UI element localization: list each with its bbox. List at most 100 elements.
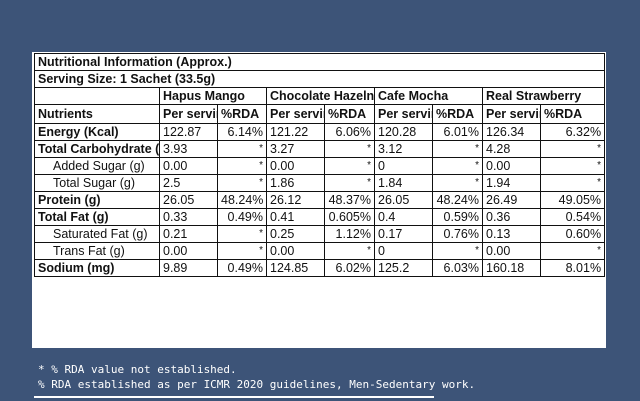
rda-value: 6.32%: [539, 123, 606, 141]
rda-value: 48.37%: [324, 191, 375, 209]
per-serving-header: Per serving (33.5g): [482, 104, 541, 124]
footnotes: * % RDA value not established. % RDA est…: [38, 362, 475, 392]
rda-value: *: [217, 225, 267, 243]
per-serving-value: 0.17: [374, 225, 433, 243]
per-serving-value: 0.00: [159, 157, 218, 175]
per-serving-value: 125.2: [374, 259, 433, 277]
product-header-chocolate-hazelnut: Chocolate Hazelnut: [266, 87, 375, 105]
per-serving-value: 0.00: [266, 242, 325, 260]
nutrient-name: Saturated Fat (g): [34, 225, 160, 243]
rda-value: *: [217, 174, 267, 192]
footnote-underline: [34, 396, 434, 398]
rda-value: *: [539, 157, 606, 175]
product-header-cafe-mocha: Cafe Mocha: [374, 87, 483, 105]
rda-header: %RDA: [539, 104, 606, 124]
table-row: Total Carbohydrate (g) 3.93 * 3.27 * 3.12 * 4.2…: [34, 140, 606, 158]
nutrient-name: Total Fat (g): [34, 208, 160, 226]
per-serving-value: 0.00: [482, 157, 541, 175]
blank-header-cell: [34, 87, 160, 105]
nutrient-name: Added Sugar (g): [34, 157, 160, 175]
per-serving-value: 0.25: [266, 225, 325, 243]
per-serving-value: 0.21: [159, 225, 218, 243]
table-row: Energy (Kcal) 122.87 6.14% 121.22 6.06% 120.2…: [34, 123, 606, 141]
rda-value: 48.24%: [432, 191, 483, 209]
rda-value: 48.24%: [217, 191, 267, 209]
per-serving-value: 1.94: [482, 174, 541, 192]
nutrient-name: Trans Fat (g): [34, 242, 160, 260]
per-serving-value: 3.27: [266, 140, 325, 158]
per-serving-value: 26.49: [482, 191, 541, 209]
per-serving-value: 9.89: [159, 259, 218, 277]
rda-value: *: [217, 140, 267, 158]
rda-value: 0.76%: [432, 225, 483, 243]
table-row: Trans Fat (g) 0.00 * 0.00 * 0 * 0.00 *: [34, 242, 606, 260]
per-serving-value: 122.87: [159, 123, 218, 141]
rda-value: 6.03%: [432, 259, 483, 277]
product-header-hapus-mango: Hapus Mango: [159, 87, 267, 105]
rda-value: 0.54%: [539, 208, 606, 226]
rda-value: 0.605%: [324, 208, 375, 226]
rda-value: *: [217, 157, 267, 175]
per-serving-value: 124.85: [266, 259, 325, 277]
nutrient-name: Sodium (mg): [34, 259, 160, 277]
per-serving-header: Per serving (33.5g): [374, 104, 433, 124]
per-serving-value: 4.28: [482, 140, 541, 158]
per-serving-value: 121.22: [266, 123, 325, 141]
rda-value: *: [432, 242, 483, 260]
rda-value: 0.49%: [217, 208, 267, 226]
serving-size: Serving Size: 1 Sachet (33.5g): [33, 70, 606, 88]
per-serving-value: 0.13: [482, 225, 541, 243]
per-serving-value: 26.05: [374, 191, 433, 209]
table-row: Total Fat (g) 0.33 0.49% 0.41 0.605% 0.4 0.59%…: [34, 208, 606, 226]
per-serving-value: 1.84: [374, 174, 433, 192]
per-serving-value: 2.5: [159, 174, 218, 192]
per-serving-value: 120.28: [374, 123, 433, 141]
per-serving-value: 0.41: [266, 208, 325, 226]
product-header-real-strawberry: Real Strawberry: [481, 87, 606, 105]
rda-value: *: [432, 174, 483, 192]
rda-value: 6.02%: [324, 259, 375, 277]
per-serving-header: Per serving (33.5g): [266, 104, 325, 124]
per-serving-value: 3.12: [374, 140, 433, 158]
title-row: Nutritional Information (Approx.): [33, 53, 606, 71]
rda-value: 6.06%: [324, 123, 375, 141]
rda-value: 0.60%: [539, 225, 606, 243]
rda-value: 8.01%: [539, 259, 606, 277]
rda-value: *: [539, 140, 606, 158]
rda-value: *: [432, 157, 483, 175]
rda-value: *: [539, 174, 606, 192]
rda-header: %RDA: [432, 104, 483, 124]
rda-value: 1.12%: [324, 225, 375, 243]
product-header-row: Hapus Mango Chocolate Hazelnut Cafe Moch…: [34, 87, 606, 105]
subheader-row: Nutrients Per serving (33.5g) %RDA Per s…: [34, 104, 606, 124]
nutrient-name: Energy (Kcal): [34, 123, 160, 141]
rda-value: *: [432, 140, 483, 158]
table-row: Sodium (mg) 9.89 0.49% 124.85 6.02% 125.2 6.03…: [34, 259, 606, 277]
rda-value: 6.01%: [432, 123, 483, 141]
rda-header: %RDA: [217, 104, 267, 124]
rda-value: *: [217, 242, 267, 260]
per-serving-value: 0: [374, 157, 433, 175]
rda-value: 6.14%: [217, 123, 267, 141]
per-serving-value: 1.86: [266, 174, 325, 192]
rda-value: *: [324, 174, 375, 192]
table-row: Total Sugar (g) 2.5 * 1.86 * 1.84 * 1.94 *: [34, 174, 606, 192]
nutrient-name: Total Sugar (g): [34, 174, 160, 192]
nutrient-name: Total Carbohydrate (g): [34, 140, 160, 158]
per-serving-value: 126.34: [482, 123, 541, 141]
per-serving-value: 0.00: [266, 157, 325, 175]
per-serving-value: 0.00: [159, 242, 218, 260]
per-serving-value: 3.93: [159, 140, 218, 158]
rda-value: *: [539, 242, 606, 260]
rda-value: *: [324, 157, 375, 175]
rda-value: *: [324, 140, 375, 158]
rda-value: 0.49%: [217, 259, 267, 277]
rda-value: 49.05%: [539, 191, 606, 209]
per-serving-header: Per serving (33.5g): [159, 104, 218, 124]
table-title: Nutritional Information (Approx.): [33, 53, 606, 71]
rda-value: *: [324, 242, 375, 260]
table-row: Protein (g) 26.05 48.24% 26.12 48.37% 26.05 48…: [34, 191, 606, 209]
nutrients-header: Nutrients: [34, 104, 160, 124]
footnote-icmr-guidelines: % RDA established as per ICMR 2020 guide…: [38, 378, 476, 391]
per-serving-value: 0.33: [159, 208, 218, 226]
